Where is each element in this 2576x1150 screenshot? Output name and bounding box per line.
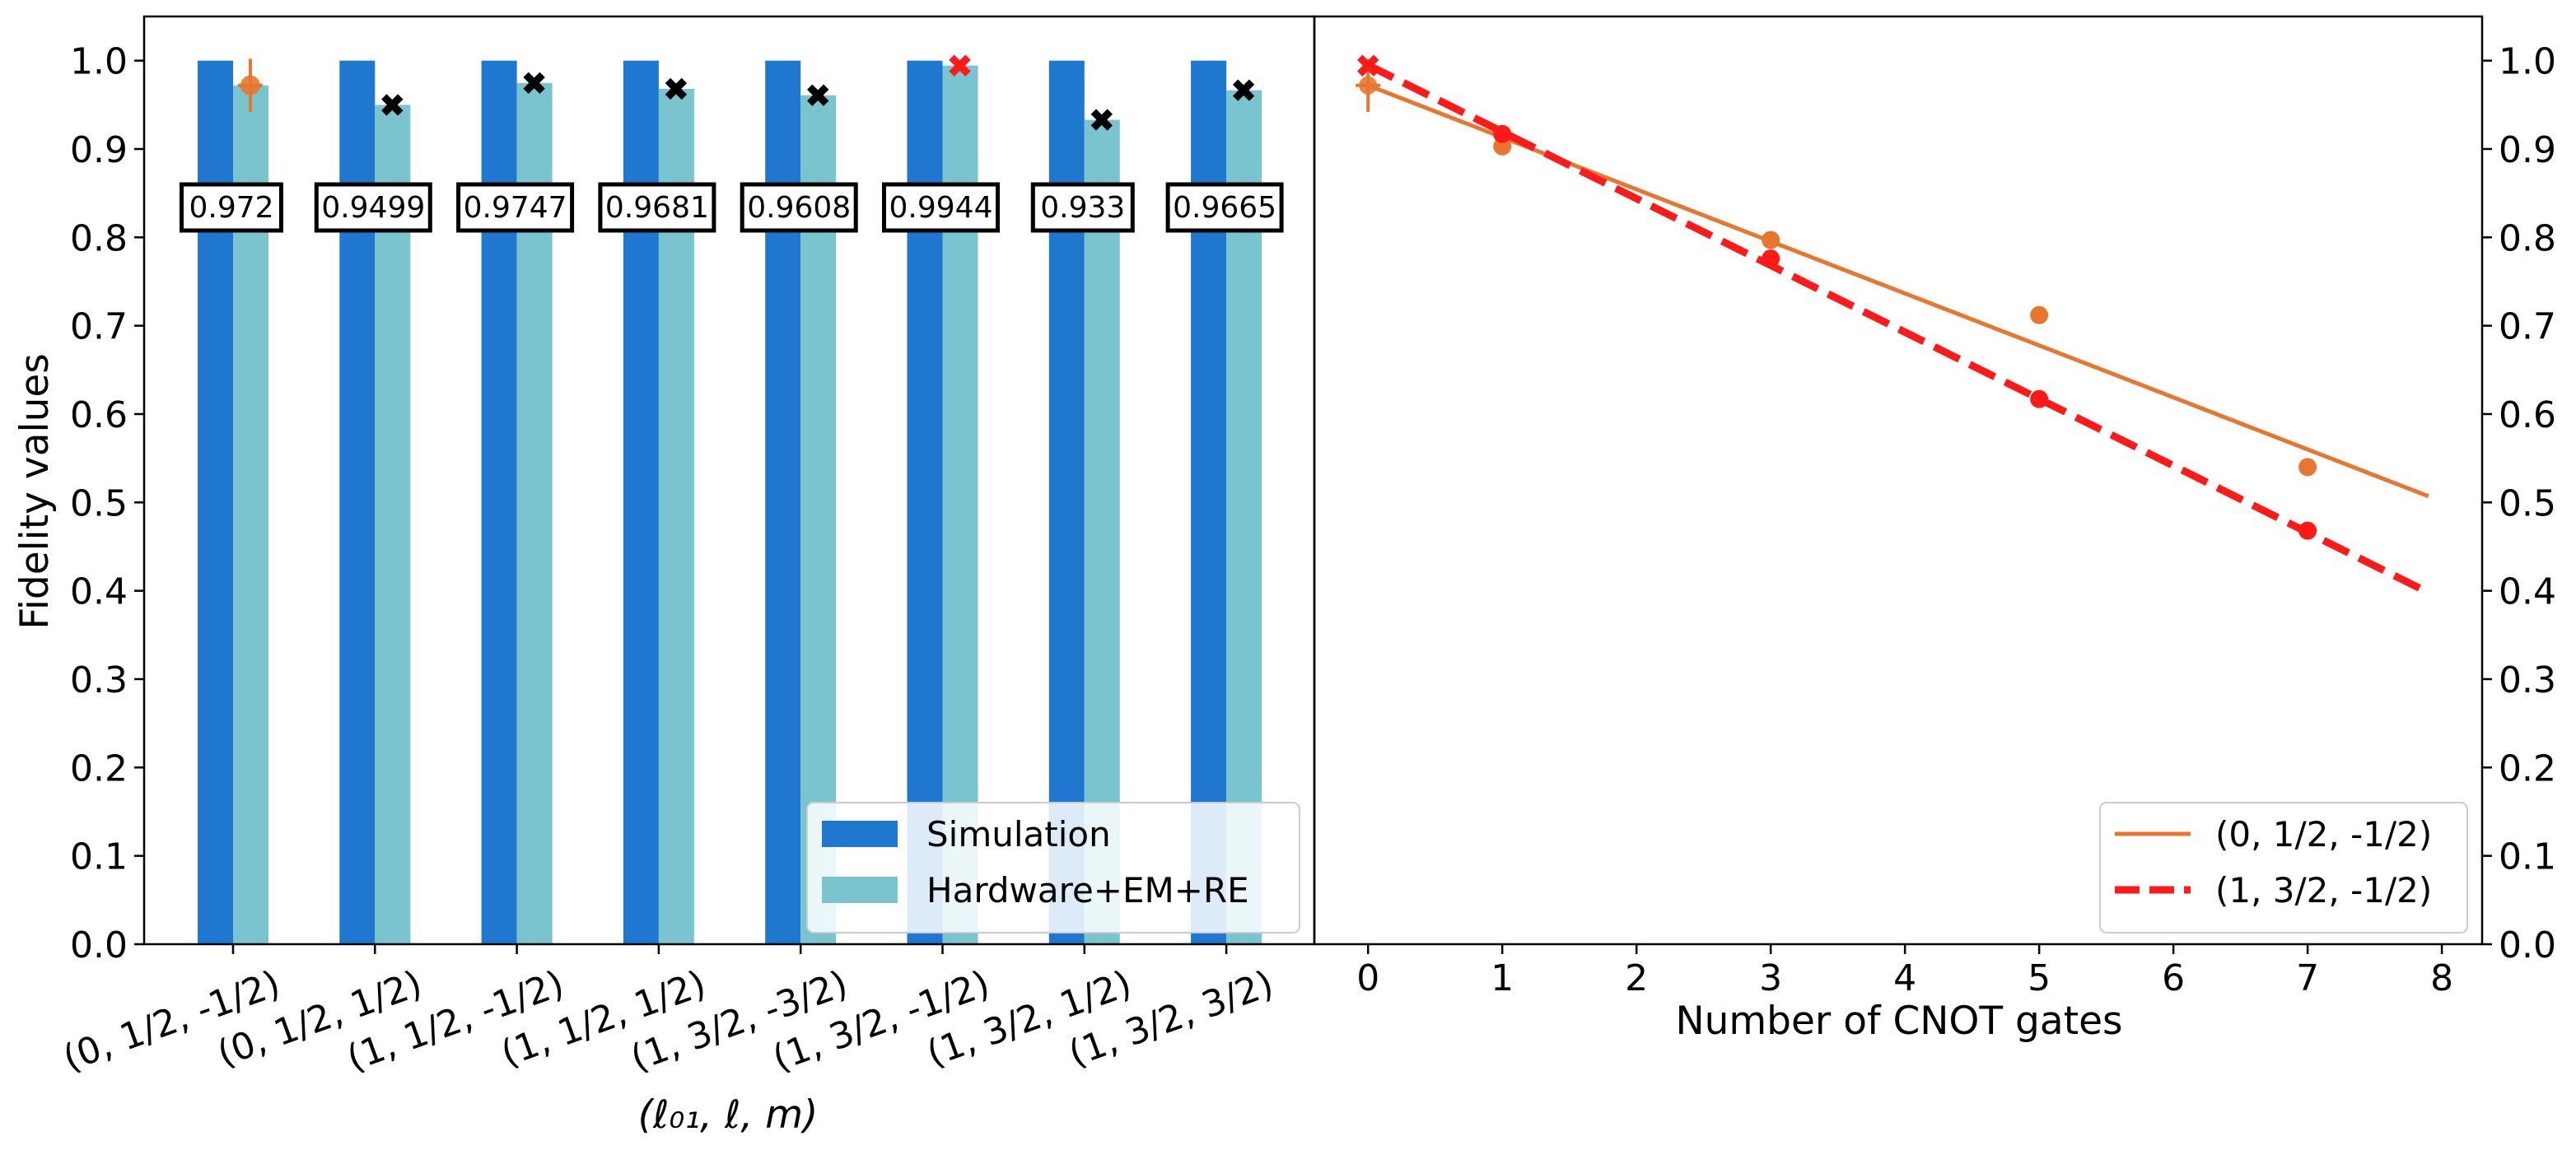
scatter-point-group (1356, 54, 2317, 540)
y-tick-label: 0.4 (2499, 571, 2556, 613)
legend-frame (806, 802, 1300, 934)
hardware-marker-group (238, 54, 1255, 131)
scatter-point (1493, 137, 1512, 156)
hardware-x-marker-stroke-b (807, 84, 829, 106)
bar-chart-legend: Simulation Hardware+EM+RE (806, 802, 1300, 934)
y-tick-label: 0.3 (70, 659, 128, 701)
hardware-x-marker (523, 72, 545, 95)
y-tick-label: 0.8 (2499, 217, 2556, 259)
data-label-group: 0.972 0.9499 0.9747 0.9681 0.9608 0.9944 0.933… (180, 182, 1284, 233)
line-chart-panel: 0 1 2 3 4 5 6 7 8 0.0 0.1 0.2 0.3 0.4 0.5 0.6 0.7 0.8 0.9 1… (1313, 15, 2556, 1044)
data-label: 0.9747 (464, 191, 567, 225)
hardware-x-marker-stroke-b (1232, 79, 1255, 101)
scatter-point (1359, 76, 1378, 95)
hardware-x-marker-stroke-b (523, 72, 545, 95)
x-tick-label: 5 (2028, 957, 2051, 999)
data-label-box (456, 182, 575, 233)
fit-line (1366, 62, 2430, 596)
line-chart-axes: 0 1 2 3 4 5 6 7 8 0.0 0.1 0.2 0.3 0.4 0.5 0.6 0.7 0.8 0.9 1… (1313, 15, 2556, 999)
data-label: 0.972 (189, 191, 273, 225)
data-label-box (740, 182, 858, 233)
y-tick-label: 0.9 (2499, 129, 2556, 171)
y-tick-label: 0.2 (2499, 747, 2556, 789)
y-tick-label: 0.7 (70, 306, 128, 348)
y-tick-label: 0.3 (2499, 659, 2556, 701)
bar-chart-panel: 0.972 0.9499 0.9747 0.9681 0.9608 0.9944 0.933… (12, 15, 1316, 1138)
legend-frame (2099, 802, 2468, 934)
data-label-box (598, 182, 716, 233)
scatter-point (2298, 458, 2317, 477)
data-label: 0.933 (1040, 191, 1125, 225)
x-marker (1357, 54, 1379, 77)
data-label-box (180, 182, 283, 233)
y-axis-title: Fidelity values (12, 353, 58, 630)
data-label-box (882, 182, 1000, 233)
y-tick-label: 0.5 (2499, 482, 2556, 524)
scatter-point (1762, 249, 1780, 268)
legend-label: (1, 3/2, -1/2) (2215, 870, 2432, 910)
line-chart-legend: (0, 1/2, -1/2) (1, 3/2, -1/2) (2099, 802, 2468, 934)
y-tick-label: 0.8 (70, 217, 128, 259)
x-marker-stroke-b (1357, 54, 1379, 77)
hardware-x-marker (807, 84, 829, 106)
data-label-box (1030, 182, 1135, 233)
hardware-point-marker (240, 75, 260, 95)
x-tick-label: 2 (1625, 957, 1648, 999)
data-label: 0.9681 (605, 191, 709, 225)
scatter-point (2030, 389, 2049, 408)
x-tick-label: 7 (2296, 957, 2319, 999)
y-tick-label: 0.4 (70, 571, 128, 613)
x-tick-label: 6 (2162, 957, 2185, 999)
data-label-box (1165, 182, 1284, 233)
y-tick-label: 0.0 (70, 924, 128, 966)
legend-label: Hardware+EM+RE (926, 870, 1249, 910)
data-label: 0.9665 (1173, 191, 1276, 225)
hardware-x-marker-stroke-b (665, 77, 688, 100)
data-label: 0.9608 (747, 191, 851, 225)
y-tick-label: 0.7 (2499, 306, 2556, 348)
hardware-x-marker (381, 94, 404, 116)
scatter-point (1493, 124, 1512, 143)
hardware-x-marker-stroke-b (1090, 109, 1113, 131)
scatter-point (2030, 305, 2049, 324)
y-tick-label: 0.1 (70, 836, 128, 878)
y-tick-label: 1.0 (2499, 41, 2556, 83)
scatter-point (1762, 230, 1780, 249)
y-tick-label: 0.0 (2499, 924, 2556, 966)
hardware-x-marker-stroke-b (381, 94, 404, 116)
x-axis-title: (ℓ₀₁, ℓ, m) (638, 1092, 819, 1138)
x-tick-label: 3 (1759, 957, 1782, 999)
data-label: 0.9499 (321, 191, 425, 225)
x-tick-label: 1 (1491, 957, 1514, 999)
x-tick-label: 4 (1893, 957, 1916, 999)
legend-swatch (822, 877, 898, 903)
legend-label: (0, 1/2, -1/2) (2215, 814, 2432, 854)
data-label: 0.9944 (889, 191, 993, 225)
y-tick-label: 0.6 (70, 394, 128, 436)
hardware-x-marker (1090, 109, 1113, 131)
hardware-x-marker-stroke-b (949, 54, 971, 77)
x-axis-title: Number of CNOT gates (1675, 999, 2122, 1044)
x-tick-label: 0 (1356, 957, 1379, 999)
hardware-x-marker (665, 77, 688, 100)
data-label-box (314, 182, 432, 233)
legend-label: Simulation (926, 814, 1111, 854)
scatter-point (2298, 521, 2317, 540)
y-tick-label: 0.9 (70, 129, 128, 171)
y-tick-label: 0.6 (2499, 394, 2556, 436)
plot-frame (1313, 15, 2484, 946)
hardware-bar (375, 105, 411, 944)
x-tick-label: 8 (2430, 957, 2453, 999)
y-tick-label: 1.0 (70, 41, 128, 83)
y-tick-label: 0.1 (2499, 836, 2556, 878)
y-tick-label: 0.2 (70, 747, 128, 789)
hardware-x-marker (1232, 79, 1255, 101)
fit-line-group (1366, 62, 2430, 596)
hardware-x-marker (949, 54, 971, 77)
legend-swatch (822, 821, 898, 847)
y-tick-label: 0.5 (70, 482, 128, 524)
